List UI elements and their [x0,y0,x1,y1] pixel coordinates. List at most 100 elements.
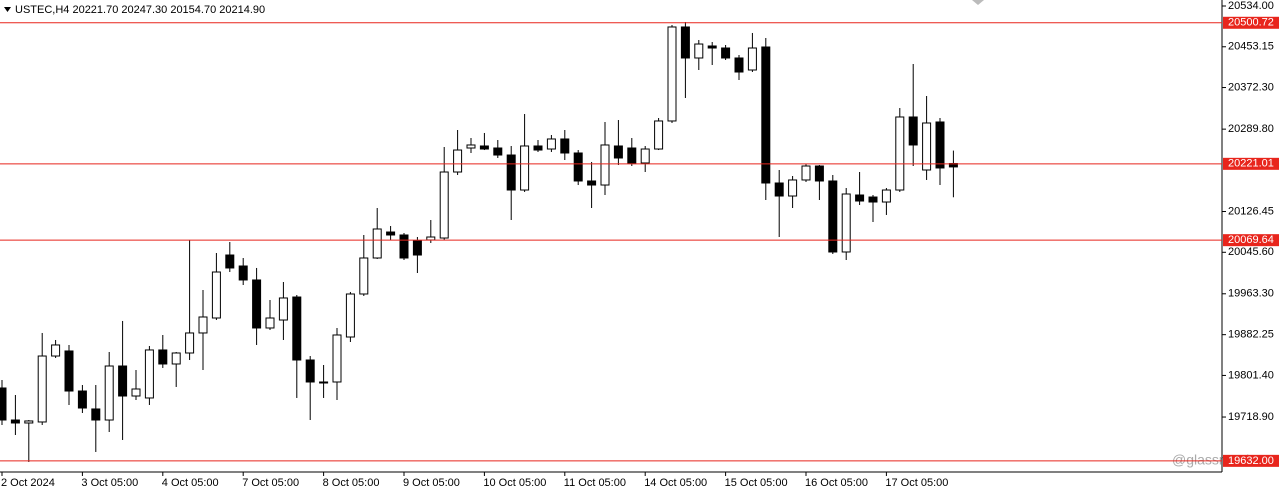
price-label: 20069.64 [1228,234,1274,246]
candle-body [654,120,664,150]
candle-body [51,344,61,357]
candle-body [680,26,690,59]
candle-body [908,116,918,146]
y-tick-label: 19801.40 [1228,369,1274,381]
candle-body [225,254,235,269]
y-tick-label: 20372.30 [1228,81,1274,93]
candle-body [493,147,503,156]
x-tick-label: 10 Oct 05:00 [483,477,546,489]
candle-body [64,350,74,392]
x-tick-label: 11 Oct 05:00 [564,477,626,489]
menu-arrow [4,7,11,12]
price-label-box [1223,16,1279,29]
candle-body [37,355,47,423]
candle-body [627,147,637,164]
candle-body [935,121,945,169]
candle-body [761,46,771,184]
candle-body [10,419,20,424]
y-tick-label: 20453.15 [1228,41,1274,53]
candle-body [881,189,891,203]
candle-body [198,316,208,334]
candle-body [439,171,449,239]
candle-body [466,144,476,149]
candle-body [359,257,369,295]
candle-body [600,144,610,186]
candle-body [238,265,248,281]
candle-body [573,152,583,182]
candle-body [131,388,141,397]
candle-body [171,352,181,365]
candle-body [278,297,288,321]
candle-body [868,196,878,203]
candle-body [734,57,744,73]
candle-body [694,43,704,59]
price-label-box [1223,234,1279,247]
candle-body [345,293,355,338]
candle-body [372,228,382,259]
candle-body [667,26,677,122]
candle-body [252,279,262,329]
y-tick-label: 20534.00 [1228,0,1274,12]
price-label: 20500.72 [1228,17,1274,29]
price-label-box [1223,454,1279,467]
candle-body [265,317,275,329]
x-tick-label: 2 Oct 2024 [1,477,55,489]
x-tick-label: 17 Oct 05:00 [885,477,948,489]
x-tick-label: 7 Oct 05:00 [242,477,299,489]
candle-body [185,332,195,354]
candle-body [546,138,556,150]
price-label: 19632.00 [1228,455,1274,467]
y-tick-label: 20126.45 [1228,205,1274,217]
candle-body [158,349,168,365]
x-tick-label: 15 Oct 05:00 [725,477,788,489]
candle-body [922,122,932,171]
candle-body [479,145,489,150]
candle-body [0,387,7,421]
candle-body [332,334,342,383]
x-tick-label: 16 Oct 05:00 [805,477,868,489]
candle-body [24,420,34,424]
x-tick-label: 8 Oct 05:00 [323,477,380,489]
candle-body [506,154,516,191]
y-tick-label: 19718.90 [1228,411,1274,423]
candle-body [747,47,757,71]
candle-body [144,349,154,399]
candle-body [386,231,396,236]
shift-marker [972,0,984,5]
candle-body [788,179,798,197]
candle-body [319,381,329,384]
candle-body [211,271,221,319]
candle-body [399,234,409,259]
x-tick-label: 4 Oct 05:00 [162,477,219,489]
candle-body [801,165,811,181]
candle-body [91,408,101,421]
candle-body [841,193,851,253]
candle-body [855,194,865,202]
candle-body [774,182,784,197]
candle-body [895,116,905,191]
candle-body [707,45,717,49]
candle-body [104,365,114,421]
y-tick-label: 19882.25 [1228,329,1274,341]
candle-body [520,145,530,191]
candle-body [426,236,436,241]
candle-body [533,145,543,151]
y-tick-label: 19963.30 [1228,288,1274,300]
y-tick-label: 20289.80 [1228,123,1274,135]
candle-body [814,165,824,182]
candle-body [453,149,463,173]
x-tick-label: 14 Oct 05:00 [644,477,707,489]
candle-body [560,138,570,154]
candle-body [412,240,422,256]
price-label-box [1223,157,1279,170]
x-tick-label: 3 Oct 05:00 [81,477,138,489]
candle-body [77,390,87,409]
candle-body [828,180,838,253]
price-label: 20221.01 [1228,158,1274,170]
candle-body [613,145,623,159]
y-tick-label: 20045.60 [1228,246,1274,258]
x-tick-label: 9 Oct 05:00 [403,477,460,489]
